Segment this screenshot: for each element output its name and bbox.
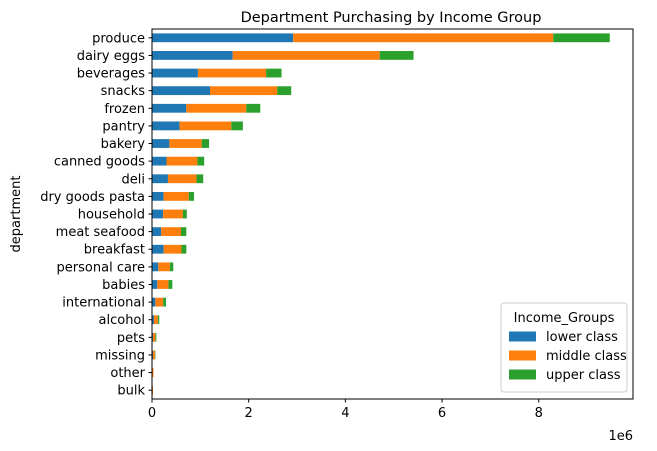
bar-pantry-lower-class	[152, 121, 180, 131]
bar-produce-lower-class	[152, 33, 294, 43]
bar-alcohol-lower-class	[152, 315, 154, 325]
legend-swatch	[509, 350, 536, 361]
bar-dairy-eggs-middle-class	[232, 51, 380, 60]
x-tick-label: 4	[341, 406, 349, 421]
y-tick-label: snacks	[101, 84, 146, 99]
bar-frozen-lower-class	[152, 103, 187, 113]
x-tick-label: 2	[245, 406, 253, 421]
bar-personal-care-lower-class	[152, 262, 159, 272]
legend-swatch	[509, 369, 536, 380]
category-labels: produce dairy eggs beverages snacks frozen pa…	[40, 31, 152, 399]
bar-personal-care-middle-class	[158, 262, 170, 272]
y-tick-label: household	[78, 208, 145, 223]
y-tick-label: dairy eggs	[77, 49, 146, 64]
bar-beverages-upper-class	[266, 68, 282, 78]
bar-produce-upper-class	[553, 33, 610, 43]
y-tick-label: produce	[92, 31, 145, 46]
bar-deli-middle-class	[167, 174, 197, 184]
bar-breakfast-upper-class	[181, 244, 187, 254]
bar-dairy-eggs-upper-class	[379, 51, 414, 60]
x-tick-label: 0	[148, 406, 156, 421]
bar-beverages-middle-class	[197, 68, 267, 78]
y-tick-label: pets	[117, 331, 145, 346]
y-tick-label: personal care	[57, 260, 145, 275]
y-tick-label: bakery	[101, 137, 146, 152]
bar-alcohol-middle-class	[153, 315, 158, 325]
bar-meat-seafood-upper-class	[181, 227, 187, 237]
legend-title: Income_Groups	[514, 311, 615, 326]
y-tick-label: alcohol	[99, 313, 145, 328]
x-tick-label: 6	[438, 406, 446, 421]
x-ticks: 0 2 4 6 8	[148, 399, 543, 421]
y-tick-label: frozen	[104, 102, 145, 117]
bar-pets-middle-class	[152, 332, 156, 342]
legend-label: middle class	[546, 349, 627, 364]
x-scale-label: 1e6	[608, 429, 633, 444]
bar-dairy-eggs-lower-class	[152, 51, 233, 60]
bar-canned-goods-upper-class	[197, 156, 205, 166]
y-tick-label: international	[62, 296, 145, 311]
y-axis-label: department	[9, 176, 24, 253]
bar-personal-care-upper-class	[169, 262, 174, 272]
bar-deli-lower-class	[152, 174, 168, 184]
legend-label: lower class	[546, 330, 618, 345]
y-tick-label: canned goods	[54, 155, 145, 170]
bar-household-upper-class	[182, 209, 187, 219]
bar-deli-upper-class	[196, 174, 204, 184]
y-tick-label: other	[110, 366, 145, 381]
bar-bakery-upper-class	[201, 139, 210, 148]
y-tick-label: breakfast	[84, 243, 145, 258]
bar-snacks-upper-class	[277, 86, 292, 96]
bar-dry-goods-pasta-upper-class	[188, 191, 195, 201]
bar-meat-seafood-middle-class	[161, 227, 182, 237]
bar-frozen-upper-class	[246, 103, 261, 113]
bar-missing-middle-class	[152, 350, 155, 360]
plot-frame	[151, 28, 634, 400]
bar-bakery-middle-class	[169, 139, 202, 148]
legend-label: upper class	[546, 368, 621, 383]
legend-items: lower class middle class upper class	[509, 330, 627, 383]
bar-international-lower-class	[152, 297, 156, 307]
y-tick-label: pantry	[102, 119, 145, 134]
bar-household-lower-class	[152, 209, 164, 219]
bar-canned-goods-lower-class	[152, 156, 167, 166]
bar-alcohol-upper-class	[157, 315, 160, 325]
bar-household-middle-class	[163, 209, 183, 219]
y-tick-label: meat seafood	[56, 225, 145, 240]
x-tick-label: 8	[535, 406, 543, 421]
bar-produce-middle-class	[293, 33, 554, 43]
bar-beverages-lower-class	[152, 68, 198, 78]
bar-meat-seafood-lower-class	[152, 227, 162, 237]
bar-babies-upper-class	[168, 280, 173, 289]
bar-snacks-middle-class	[210, 86, 278, 96]
y-tick-label: babies	[102, 278, 145, 293]
bar-pantry-middle-class	[179, 121, 232, 131]
bar-international-upper-class	[163, 297, 167, 307]
y-tick-label: missing	[95, 348, 145, 363]
bar-babies-middle-class	[157, 280, 169, 289]
bar-pets-upper-class	[155, 332, 157, 342]
bar-canned-goods-middle-class	[166, 156, 198, 166]
bar-breakfast-middle-class	[163, 244, 182, 254]
bars-group	[152, 33, 610, 395]
legend: Income_Groups lower class middle class upp…	[500, 302, 628, 393]
y-tick-label: bulk	[117, 384, 145, 399]
bar-pantry-upper-class	[231, 121, 243, 131]
y-tick-label: beverages	[77, 67, 146, 82]
legend-swatch	[509, 331, 536, 342]
bar-dry-goods-pasta-middle-class	[163, 191, 189, 201]
bar-frozen-middle-class	[186, 103, 247, 113]
bar-other-middle-class	[152, 368, 154, 377]
chart-title: Department Purchasing by Income Group	[241, 10, 542, 26]
bar-snacks-lower-class	[152, 86, 211, 96]
y-tick-label: dry goods pasta	[40, 190, 145, 205]
bar-dry-goods-pasta-lower-class	[152, 191, 164, 201]
y-tick-label: deli	[122, 172, 145, 187]
bar-international-middle-class	[155, 297, 164, 307]
bar-breakfast-lower-class	[152, 244, 164, 254]
bar-bakery-lower-class	[152, 139, 170, 148]
bar-babies-lower-class	[152, 280, 158, 289]
